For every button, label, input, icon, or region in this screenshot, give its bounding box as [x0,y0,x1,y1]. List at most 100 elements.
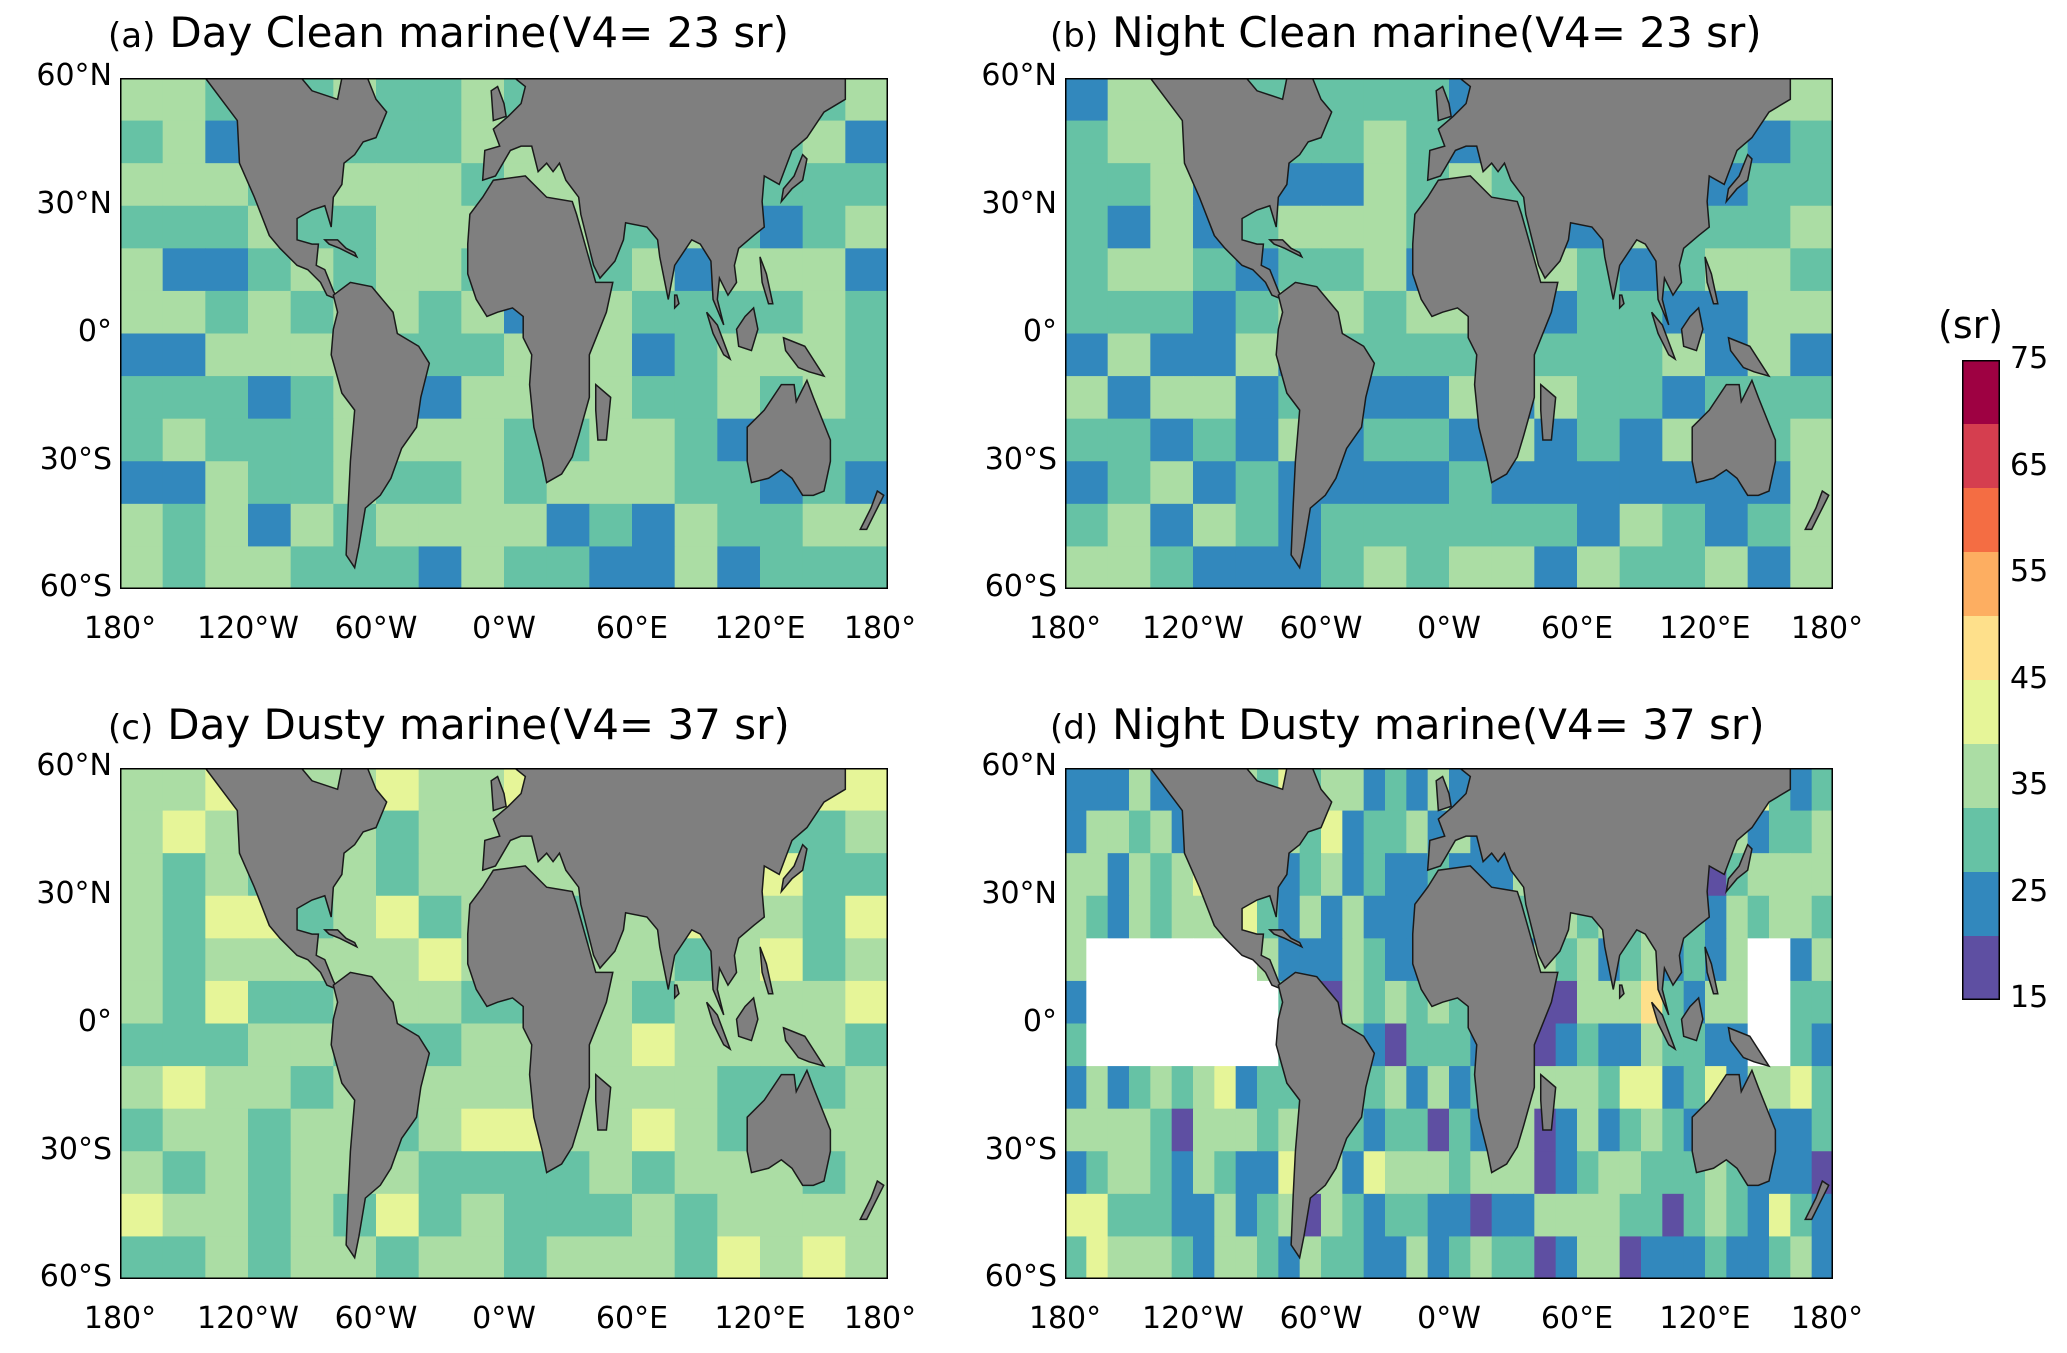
grid-cell [1171,1151,1194,1195]
panel-c-tag: (c) [108,708,154,748]
grid-cell [674,1108,718,1152]
panel-a-tag: (a) [108,16,156,56]
grid-cell [1342,853,1365,897]
land-mass [1704,946,1719,995]
grid-cell [1619,938,1642,982]
grid-cell [1470,1151,1493,1195]
grid-cell [376,938,420,982]
grid-cell [845,205,888,249]
grid-cell [1641,1193,1663,1237]
grid-cell [632,1023,676,1067]
grid-cell [1150,938,1173,982]
grid-cell [1705,1236,1727,1279]
grid-cell [1214,1151,1237,1195]
grid-cell [1363,1108,1386,1152]
colorbar-label: (sr) [1938,303,2004,347]
grid-cell [120,810,164,854]
grid-cell [120,78,164,122]
grid-cell [674,1066,718,1110]
grid-cell [1150,333,1194,377]
grid-cell [418,205,462,249]
land-mass [780,153,808,205]
grid-cell [418,461,462,505]
grid-cell [376,205,420,249]
grid-cell [1811,768,1833,812]
grid-cell [1342,810,1365,854]
land-mass [1618,984,1625,1000]
map-frame [1065,78,1833,589]
grid-cell [1107,418,1151,462]
grid-cell [845,546,888,589]
grid-cell [120,853,164,897]
grid-cell [1662,546,1706,589]
grid-cell [1150,1066,1173,1110]
grid-cell [1342,1151,1365,1195]
land-mass [859,489,885,531]
grid-cell [1769,980,1791,1024]
land-mass [1725,843,1753,895]
grid-cell [1363,376,1407,420]
grid-cell [290,503,334,547]
grid-cell [1214,1193,1237,1237]
panel-b-title: (b) Night Clean marine(V4= 23 sr) [1050,8,1762,57]
x-tick: 0°W [472,611,536,646]
land-mass [746,1068,832,1187]
grid-cell [1790,418,1833,462]
grid-cell [1107,853,1130,897]
grid-cell [1406,1108,1429,1152]
y-tick: 60°S [984,569,1057,604]
colorbar-segment [1962,488,2000,553]
grid-cell [1747,1236,1770,1279]
grid-cell [674,418,718,462]
grid-cell [1321,895,1343,939]
x-tick: 120°E [714,1301,806,1336]
grid-cell [1790,1108,1813,1152]
grid-cell [1555,1023,1578,1067]
grid-cell [1363,980,1386,1024]
grid-cell [1534,1023,1557,1067]
grid-cell [248,461,292,505]
grid-cell [1683,1236,1706,1279]
grid-cell [418,1151,462,1195]
grid-cell [1811,1236,1833,1279]
grid-cell [205,376,249,420]
grid-cell [120,461,164,505]
grid-cell [632,1193,676,1237]
x-tick: 60°E [1540,611,1614,646]
grid-cell [248,980,292,1024]
land-mass [490,775,507,812]
grid-cell [1534,333,1578,377]
grid-cell [1598,1023,1621,1067]
grid-cell [162,248,206,292]
y-tick: 30°N [36,876,112,911]
grid-cell [162,461,206,505]
grid-cell [1534,503,1578,547]
grid-cell [461,1193,505,1237]
land-mass [322,929,359,949]
grid-cell [1214,1236,1237,1279]
grid-cell [845,853,888,897]
grid-cell [248,1151,292,1195]
grid-cell [1214,1066,1237,1110]
grid-cell [1619,461,1663,505]
grid-cell [674,503,718,547]
grid-cell [1107,163,1151,207]
y-tick: 60°S [39,1259,112,1294]
grid-cell [717,503,761,547]
grid-cell [1342,768,1365,812]
grid-cell [1534,418,1578,462]
grid-cell [1065,290,1109,334]
y-tick: 0° [77,314,112,349]
x-tick: 0°W [1417,1301,1481,1336]
colorbar-segment [1962,616,2000,681]
grid-cell [1449,1193,1471,1237]
land-mass [1275,971,1376,1260]
grid-cell [120,290,164,334]
grid-cell [1107,333,1151,377]
grid-cell [504,1236,548,1279]
grid-cell [1129,1193,1151,1237]
grid-cell [1214,1108,1237,1152]
grid-cell [1321,163,1365,207]
land-mass [859,1179,885,1221]
grid-cell [589,1236,633,1279]
